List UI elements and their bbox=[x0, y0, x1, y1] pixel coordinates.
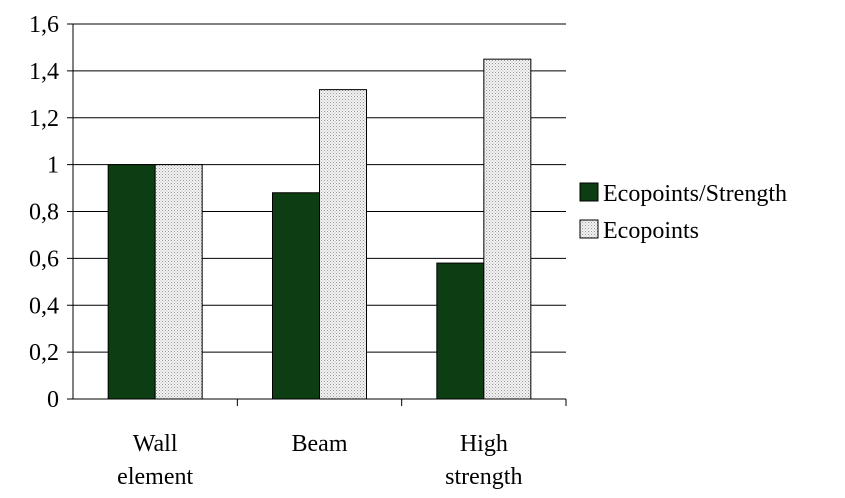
y-tick-label: 0 bbox=[47, 387, 59, 413]
y-tick-label: 1 bbox=[47, 153, 59, 179]
x-category-label: element bbox=[117, 464, 193, 490]
bar-ecopoints-strength-2 bbox=[436, 262, 485, 400]
y-tick-label: 1,6 bbox=[29, 12, 59, 38]
axes bbox=[67, 23, 567, 406]
y-tick-label: 0,4 bbox=[29, 293, 59, 319]
bars bbox=[107, 58, 532, 400]
x-category-label: Beam bbox=[292, 431, 348, 457]
x-category-label: strength bbox=[445, 464, 522, 490]
bar-ecopoints-0 bbox=[154, 164, 203, 400]
y-tick-label: 1,4 bbox=[29, 59, 59, 85]
legend-label: Ecopoints/Strength bbox=[603, 181, 787, 207]
y-tick-label: 1,2 bbox=[29, 106, 59, 132]
legend-swatch bbox=[579, 182, 599, 202]
legend-label: Ecopoints bbox=[603, 218, 699, 244]
y-tick-label: 0,2 bbox=[29, 340, 59, 366]
legend: Ecopoints/Strength Ecopoints bbox=[579, 181, 787, 244]
x-category-label: Wall bbox=[133, 431, 178, 457]
x-category-label: High bbox=[460, 431, 508, 457]
legend-swatch bbox=[579, 219, 599, 239]
bar-ecopoints-strength-0 bbox=[107, 164, 156, 400]
y-tick-label: 0,8 bbox=[29, 200, 59, 226]
bar-ecopoints-1 bbox=[319, 89, 367, 400]
category-labels: Wall element Beam High strength bbox=[117, 431, 522, 490]
bar-ecopoints-strength-1 bbox=[272, 192, 320, 400]
y-tick-label: 0,6 bbox=[29, 246, 59, 272]
bar-ecopoints-2 bbox=[483, 58, 532, 400]
y-tick-labels: 0 0,2 0,4 0,6 0,8 1 1,2 1,4 1,6 bbox=[29, 12, 59, 413]
